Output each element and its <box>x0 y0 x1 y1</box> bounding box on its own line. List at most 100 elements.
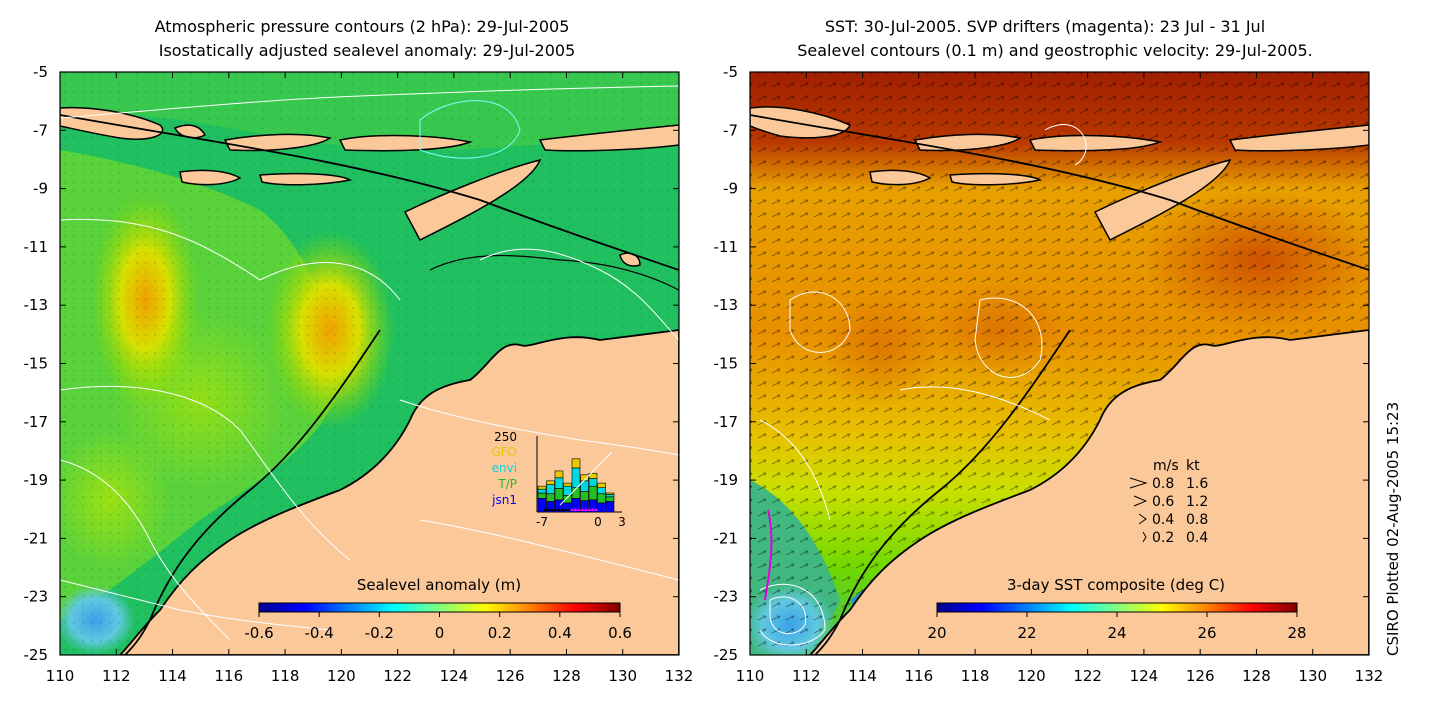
left-title-line2: Isostatically adjusted sealevel anomaly:… <box>159 41 576 60</box>
altimeter-count-inset: 250 GFO envi T/P jsn1 -7 0 3 <box>491 430 626 529</box>
right-colorbar-ticks: 20 22 24 26 28 <box>927 612 1307 642</box>
inset-bar-tp <box>605 496 615 502</box>
inset-bar-tp <box>546 493 555 502</box>
right-x-tick-label: 120 <box>1017 667 1046 685</box>
right-title-line2: Sealevel contours (0.1 m) and geostrophi… <box>797 41 1313 60</box>
inset-bar-tp <box>563 494 572 504</box>
left-x-tick-label: 116 <box>214 667 243 685</box>
inset-x-tick-label: 3 <box>618 515 626 529</box>
left-colorbar <box>258 602 621 613</box>
left-colorbar-tick-label: -0.6 <box>244 624 273 642</box>
left-y-tick-label: -7 <box>33 121 48 139</box>
left-y-tick-label: -9 <box>33 180 48 198</box>
left-colorbar-tick-label: -0.4 <box>305 624 334 642</box>
inset-ymax-label: 250 <box>494 430 517 444</box>
velocity-legend-arrow <box>1129 477 1148 489</box>
right-x-tick-label: 132 <box>1355 667 1384 685</box>
right-x-tick-label: 126 <box>1186 667 1215 685</box>
inset-bar-tp <box>537 492 547 499</box>
map-axes: 110 112 114 116 118 120 122 124 126 128 130 132 -5 -7… <box>24 63 1384 685</box>
left-x-tick-label: 124 <box>440 667 469 685</box>
inset-bar-envi <box>571 467 581 488</box>
inset-bar-gfo <box>571 458 581 469</box>
right-x-tick-label: 112 <box>792 667 821 685</box>
inset-date-marker <box>563 508 568 511</box>
inset-bars <box>537 458 615 513</box>
inset-date-marker <box>549 508 554 511</box>
velocity-legend-ms-value: 0.4 <box>1152 512 1174 528</box>
velocity-legend-ms-header: m/s <box>1153 458 1179 474</box>
sealevel-anomaly-map <box>60 72 679 655</box>
inset-bar-gfo <box>605 492 615 495</box>
left-colorbar-tick-label: 0 <box>435 624 445 642</box>
inset-legend-jsn1-label: jsn1 <box>491 493 517 507</box>
inset-bar-tp <box>554 488 564 501</box>
inset-bar-gfo <box>537 485 547 490</box>
inset-legend: GFO envi T/P jsn1 <box>491 445 517 507</box>
right-colorbar-tick-label: 20 <box>927 624 946 642</box>
left-colorbar-label: Sealevel anomaly (m) <box>357 576 521 594</box>
right-y-tick-label: -7 <box>723 121 738 139</box>
right-x-tick-label: 128 <box>1242 667 1271 685</box>
left-colorbar-tick-label: 0.4 <box>548 624 572 642</box>
left-colorbar-tick-label: -0.2 <box>365 624 394 642</box>
right-y-tick-label: -9 <box>723 180 738 198</box>
right-colorbar-tick-label: 22 <box>1017 624 1036 642</box>
right-y-tick-label: -21 <box>714 529 739 547</box>
inset-bar-tp <box>597 493 606 504</box>
inset-date-marker <box>580 508 585 511</box>
left-x-tick-label: 122 <box>383 667 412 685</box>
right-y-tick-label: -17 <box>714 413 739 431</box>
velocity-legend-kt-value: 0.4 <box>1186 530 1208 546</box>
inset-bar-envi <box>554 477 564 489</box>
velocity-legend-arrow <box>1133 495 1148 507</box>
inset-trend-line <box>559 451 613 506</box>
velocity-legend-kt-value: 0.8 <box>1186 512 1208 528</box>
left-y-tick-label: -11 <box>24 238 49 256</box>
inset-date-marker <box>587 508 592 511</box>
inset-date-marker <box>594 508 598 511</box>
inset-x-ticks: -7 0 3 <box>536 451 626 529</box>
left-y-tick-label: -15 <box>24 355 49 373</box>
velocity-legend-kt-header: kt <box>1186 458 1200 474</box>
inset-date-marker <box>553 508 558 511</box>
left-x-tick-label: 118 <box>271 667 300 685</box>
left-x-tick-label: 132 <box>665 667 694 685</box>
inset-bar-envi <box>588 478 598 487</box>
right-colorbar-label: 3-day SST composite (deg C) <box>1007 576 1225 594</box>
left-y-tick-label: -25 <box>24 646 49 664</box>
velocity-legend-kt-value: 1.2 <box>1186 494 1208 510</box>
inset-date-marker <box>556 508 561 511</box>
inset-bar-envi <box>537 488 547 494</box>
inset-bar-jsn1 <box>597 502 606 513</box>
left-x-tick-label: 112 <box>102 667 131 685</box>
left-colorbar-tick-label: 0.2 <box>488 624 512 642</box>
inset-bar-gfo <box>546 480 555 485</box>
right-y-tick-label: -23 <box>714 588 739 606</box>
right-colorbar-tick-label: 26 <box>1197 624 1216 642</box>
inset-date-marker <box>590 508 595 511</box>
right-x-tick-label: 122 <box>1073 667 1102 685</box>
left-x-tick-label: 120 <box>327 667 356 685</box>
left-x-tick-label: 128 <box>552 667 581 685</box>
right-colorbar-tick-label: 28 <box>1287 624 1306 642</box>
right-x-tick-label: 130 <box>1298 667 1327 685</box>
left-x-tick-label: 114 <box>158 667 187 685</box>
right-y-tick-label: -5 <box>723 63 738 81</box>
inset-legend-envi-label: envi <box>492 461 517 475</box>
right-y-tick-label: -15 <box>714 355 739 373</box>
left-title-line1: Atmospheric pressure contours (2 hPa): 2… <box>155 17 570 36</box>
velocity-legend-ms-value: 0.6 <box>1152 494 1174 510</box>
right-title-line1: SST: 30-Jul-2005. SVP drifters (magenta)… <box>825 17 1265 36</box>
velocity-legend-ms-value: 0.2 <box>1152 530 1174 546</box>
left-colorbar-ticks: -0.6 -0.4 -0.2 0 0.2 0.4 0.6 <box>244 612 632 642</box>
inset-date-marker <box>577 508 581 511</box>
right-x-tick-label: 124 <box>1130 667 1159 685</box>
right-x-tick-label: 116 <box>904 667 933 685</box>
left-x-tick-label: 130 <box>608 667 637 685</box>
inset-date-marker <box>543 508 547 511</box>
inset-bar-tp <box>580 491 589 501</box>
left-y-tick-label: -5 <box>33 63 48 81</box>
velocity-legend-arrow <box>1142 531 1147 543</box>
